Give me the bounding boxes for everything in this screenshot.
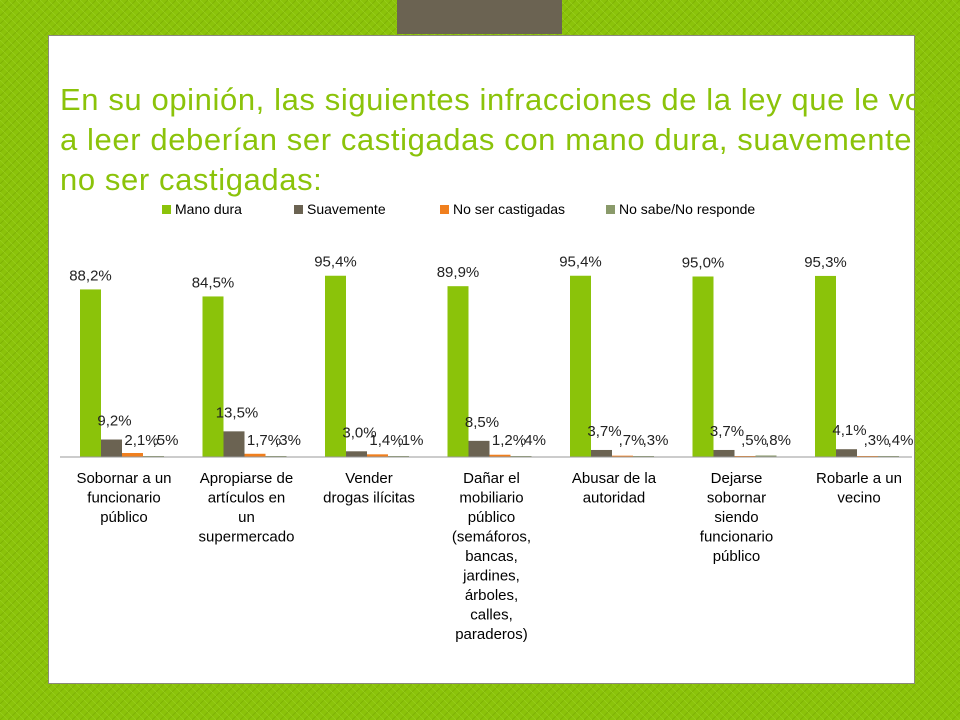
category-label: Vender drogas ilícitas — [323, 470, 415, 507]
category-label-line: jardines, — [462, 568, 520, 585]
data-label: 1,2% — [492, 432, 526, 449]
category-label-line: Dañar el — [463, 470, 520, 487]
bar-no-sabe-no-responde — [755, 455, 777, 457]
data-label: 3,0% — [342, 424, 376, 441]
category-label-line: público — [713, 548, 761, 565]
bar-mano-dura — [202, 296, 224, 457]
x-axis-labels: Sobornar a un funcionario público Apropiars… — [76, 470, 901, 643]
bar-mano-dura — [692, 276, 714, 457]
data-label: 95,3% — [804, 254, 847, 271]
bar-suavemente — [223, 431, 245, 457]
data-label: ,8% — [765, 432, 791, 449]
category-label-line: artículos en — [208, 490, 286, 507]
bar-mano-dura — [325, 275, 346, 457]
data-label: 13,5% — [216, 404, 259, 421]
category-label-line: Robarle a un — [816, 470, 902, 487]
data-label: 3,7% — [710, 423, 744, 440]
bar-no-ser-castigadas — [367, 454, 388, 457]
category-label-line: un — [238, 509, 255, 526]
data-label: ,3% — [864, 432, 890, 449]
data-label: ,5% — [153, 432, 179, 449]
legend-swatch — [440, 205, 449, 214]
legend-label: Mano dura — [175, 201, 242, 217]
category-label: Apropiarse de artículos en un supermercado — [199, 470, 295, 546]
category-label-line: bancas, — [465, 548, 518, 565]
data-label: 2,1% — [124, 432, 158, 449]
data-label: 95,0% — [682, 255, 725, 272]
category-label-line: autoridad — [583, 490, 646, 507]
category-label-line: público — [468, 509, 516, 526]
data-labels: 88,2% 84,5% 95,4% 89,9% 95,4% 95,0% 95,3% 9,2% 1… — [69, 254, 913, 449]
data-label: 3,7% — [587, 423, 621, 440]
bar-suavemente — [836, 449, 857, 457]
category-label-line: Apropiarse de — [200, 470, 293, 487]
bar-mano-dura — [80, 289, 101, 457]
category-label-line: drogas ilícitas — [323, 490, 415, 507]
data-label: ,4% — [520, 432, 546, 449]
category-label-line: funcionario — [87, 490, 160, 507]
bar-no-ser-castigadas — [489, 454, 511, 457]
category-label-line: siendo — [714, 509, 758, 526]
bar-suavemente — [713, 449, 735, 457]
category-label: Dejarse sobornar siendo funcionario público — [700, 470, 773, 565]
category-label: Robarle a un vecino — [816, 470, 902, 507]
data-label: ,3% — [275, 432, 301, 449]
bar-suavemente — [591, 449, 612, 457]
legend-swatch — [162, 205, 171, 214]
data-label: 95,4% — [314, 254, 357, 271]
bar-no-ser-castigadas — [244, 453, 266, 457]
data-label: ,3% — [643, 432, 669, 449]
category-label: Sobornar a un funcionario público — [76, 470, 171, 526]
legend-label: No sabe/No responde — [619, 201, 755, 217]
data-label: ,1% — [398, 432, 424, 449]
category-label: Dañar el mobiliario público (semáforos, banc… — [452, 470, 531, 643]
category-label-line: vecino — [837, 490, 880, 507]
category-label-line: mobiliario — [459, 490, 523, 507]
data-label: 89,9% — [437, 264, 480, 281]
bar-mano-dura — [447, 286, 469, 457]
data-label: ,4% — [888, 432, 914, 449]
legend-swatch — [294, 205, 303, 214]
data-label: 95,4% — [559, 254, 602, 271]
category-label: Abusar de la autoridad — [572, 470, 657, 507]
data-label: 1,7% — [247, 432, 281, 449]
category-label-line: Abusar de la — [572, 470, 657, 487]
slide-title: En su opinión, las siguientes infraccion… — [60, 82, 940, 197]
category-label-line: supermercado — [199, 529, 295, 546]
bar-no-ser-castigadas — [612, 455, 633, 457]
category-label-line: funcionario — [700, 529, 773, 546]
chart-bars — [80, 275, 899, 457]
category-label-line: calles, — [470, 607, 513, 624]
bar-suavemente — [468, 440, 490, 457]
data-label: 1,4% — [369, 432, 403, 449]
data-label: ,5% — [741, 432, 767, 449]
legend-label: Suavemente — [307, 201, 386, 217]
category-label-line: sobornar — [707, 490, 766, 507]
bar-mano-dura — [570, 275, 591, 457]
legend-label: No ser castigadas — [453, 201, 565, 217]
data-label: 84,5% — [192, 274, 235, 291]
category-label-line: paraderos) — [455, 626, 528, 643]
category-label-line: Sobornar a un — [76, 470, 171, 487]
category-label-line: Vender — [345, 470, 393, 487]
category-label-line: Dejarse — [711, 470, 763, 487]
bar-no-ser-castigadas — [122, 453, 143, 457]
category-label-line: (semáforos, — [452, 529, 531, 546]
data-label: 9,2% — [97, 413, 131, 430]
chart-legend: Mano dura Suavemente No ser castigadas No s… — [162, 201, 755, 217]
bar-suavemente — [346, 451, 367, 457]
data-label: ,7% — [619, 432, 645, 449]
bar-mano-dura — [815, 275, 836, 457]
slide-content-panel — [48, 35, 915, 684]
data-label: 88,2% — [69, 267, 112, 284]
data-label: 4,1% — [832, 422, 866, 439]
category-label-line: árboles, — [465, 587, 518, 604]
category-label-line: público — [100, 509, 148, 526]
legend-swatch — [606, 205, 615, 214]
data-label: 8,5% — [465, 414, 499, 431]
header-accent-bar — [397, 0, 562, 34]
bar-suavemente — [101, 439, 122, 457]
